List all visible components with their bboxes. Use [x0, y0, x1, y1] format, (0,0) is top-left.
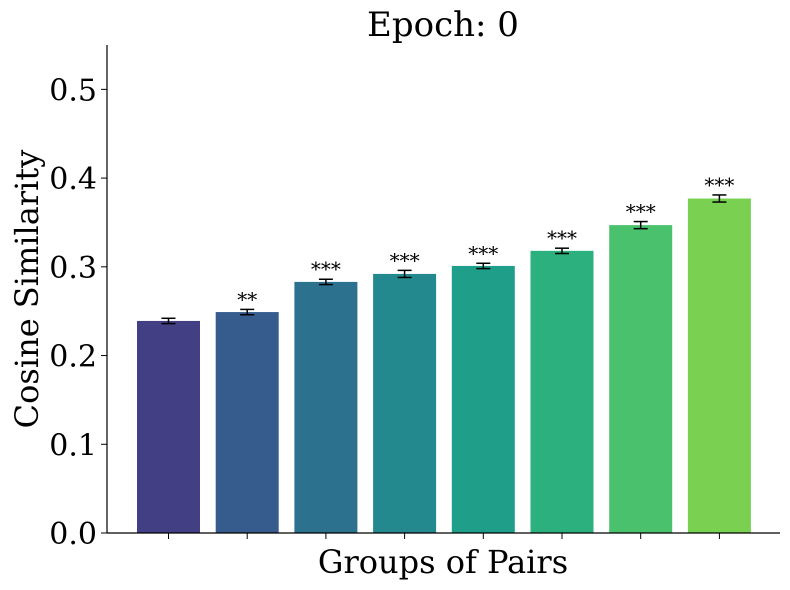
bar: [373, 273, 437, 533]
significance-label: **: [237, 287, 257, 311]
plot-area: ***** *** ************0.00.10.20.30.40.5: [49, 45, 780, 552]
y-tick-label: 0.1: [49, 428, 97, 463]
bar: [294, 281, 358, 533]
x-axis-label: Groups of Pairs: [318, 543, 568, 581]
bar: [451, 265, 515, 533]
significance-label: ***: [704, 173, 734, 197]
bar: [137, 320, 200, 533]
y-tick-label: 0.0: [49, 517, 97, 552]
significance-label: ***: [626, 200, 656, 224]
significance-label: ***: [547, 226, 577, 250]
bar: [609, 225, 673, 533]
y-tick-label: 0.3: [49, 251, 97, 286]
bar: [530, 250, 594, 533]
y-tick-label: 0.4: [49, 162, 97, 197]
bar: [215, 312, 279, 533]
chart-title: Epoch: 0: [367, 5, 519, 45]
significance-label: ***: [390, 248, 420, 272]
significance-label: ***: [311, 257, 341, 281]
y-tick-label: 0.2: [49, 340, 97, 375]
bar: [687, 198, 751, 534]
y-tick-label: 0.5: [49, 73, 97, 108]
significance-label: ***: [468, 241, 498, 265]
y-axis-label: Cosine Similarity: [8, 150, 46, 429]
